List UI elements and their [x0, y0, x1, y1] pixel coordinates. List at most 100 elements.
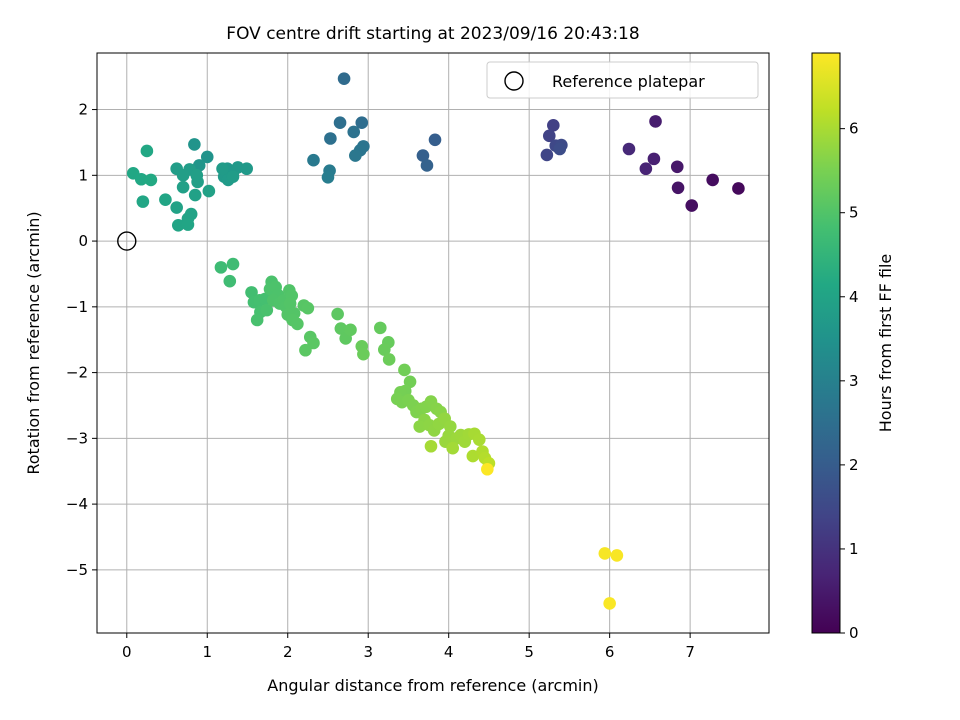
data-point	[334, 322, 348, 335]
data-point	[240, 162, 253, 176]
legend-entry: Reference platepar	[552, 72, 705, 91]
data-point	[344, 323, 357, 337]
data-point	[307, 336, 320, 350]
data-point	[670, 160, 684, 174]
data-point	[171, 218, 185, 232]
data-point	[260, 303, 274, 317]
x-axis-label: Angular distance from reference (arcmin)	[267, 676, 598, 695]
data-point	[188, 188, 202, 202]
data-point	[622, 142, 636, 156]
data-point	[214, 261, 228, 274]
data-point	[647, 152, 661, 166]
legend-marker-icon	[504, 71, 524, 91]
data-point	[176, 180, 190, 194]
x-tick-label: 2	[283, 643, 293, 661]
data-point	[307, 153, 320, 167]
data-point	[540, 148, 554, 162]
data-point	[542, 129, 556, 143]
data-point	[349, 149, 362, 162]
data-point	[428, 133, 442, 147]
data-point	[355, 116, 369, 130]
data-point	[140, 144, 154, 158]
data-point	[301, 301, 315, 315]
data-point	[176, 169, 190, 182]
data-point	[547, 119, 560, 132]
data-point	[134, 172, 148, 186]
data-point	[553, 142, 567, 156]
x-tick-label: 5	[524, 643, 534, 661]
data-point	[202, 184, 216, 198]
y-tick-label: −1	[66, 298, 88, 316]
y-tick-label: 2	[78, 101, 88, 119]
data-point	[382, 353, 396, 366]
chart-title: FOV centre drift starting at 2023/09/16 …	[226, 24, 639, 44]
data-point	[706, 173, 719, 187]
colorbar-tick-label: 5	[849, 204, 859, 222]
y-tick-label: −4	[66, 495, 88, 513]
legend: Reference platepar	[486, 61, 759, 99]
x-tick-label: 4	[444, 643, 454, 661]
y-axis-ticks: 2 1 0 −1 −2 −3 −4 −5	[66, 101, 97, 579]
colorbar-tick-label: 6	[849, 120, 859, 138]
data-point	[226, 257, 240, 271]
colorbar-gradient	[811, 52, 841, 634]
data-point	[337, 72, 351, 85]
y-tick-label: 0	[78, 232, 88, 250]
data-point	[192, 159, 206, 172]
plot-frame	[96, 52, 770, 634]
data-point	[598, 547, 612, 560]
x-axis-ticks: 0 1 2 3 4 5 6 7	[122, 633, 695, 661]
data-point	[603, 597, 616, 610]
x-tick-label: 1	[202, 643, 212, 661]
x-tick-label: 7	[685, 643, 695, 661]
data-point	[357, 347, 370, 361]
data-point	[481, 462, 494, 476]
data-point	[324, 132, 337, 145]
data-point	[159, 193, 172, 206]
colorbar-label: Hours from first FF file	[876, 254, 895, 433]
data-point	[639, 162, 653, 176]
data-point	[424, 439, 438, 453]
data-point	[610, 549, 624, 562]
y-tick-label: −2	[66, 364, 88, 382]
data-point	[373, 321, 387, 335]
data-point	[446, 441, 460, 455]
y-tick-label: −3	[66, 429, 88, 447]
data-point	[671, 181, 685, 195]
colorbar-tick-label: 4	[849, 288, 859, 306]
data-point	[191, 175, 204, 189]
y-tick-label: −5	[66, 561, 88, 579]
colorbar-tick-label: 1	[849, 540, 859, 558]
data-point	[347, 125, 361, 139]
colorbar-tick-label: 3	[849, 372, 859, 390]
data-point	[170, 201, 183, 214]
data-point	[416, 149, 430, 162]
y-tick-label: 1	[78, 166, 88, 184]
data-point	[216, 162, 229, 176]
data-point	[378, 343, 391, 356]
grid	[97, 53, 769, 633]
data-point	[299, 343, 312, 357]
reference-platepar-marker	[117, 231, 137, 251]
legend-box	[486, 61, 759, 99]
x-tick-label: 0	[122, 643, 132, 661]
data-point	[200, 150, 214, 164]
data-point	[181, 218, 195, 231]
colorbar-tick-label: 0	[849, 624, 859, 642]
x-tick-label: 3	[363, 643, 373, 661]
data-point	[188, 138, 201, 151]
data-point	[291, 317, 304, 331]
data-point	[398, 363, 411, 377]
data-point	[226, 170, 240, 183]
data-point	[333, 116, 347, 130]
data-point	[472, 433, 486, 446]
data-point	[283, 297, 297, 310]
data-point	[144, 173, 158, 187]
data-point	[732, 182, 745, 195]
data-point	[136, 195, 150, 208]
data-point	[466, 449, 480, 463]
data-point	[685, 199, 699, 212]
data-point	[223, 274, 237, 288]
data-point	[245, 286, 258, 299]
